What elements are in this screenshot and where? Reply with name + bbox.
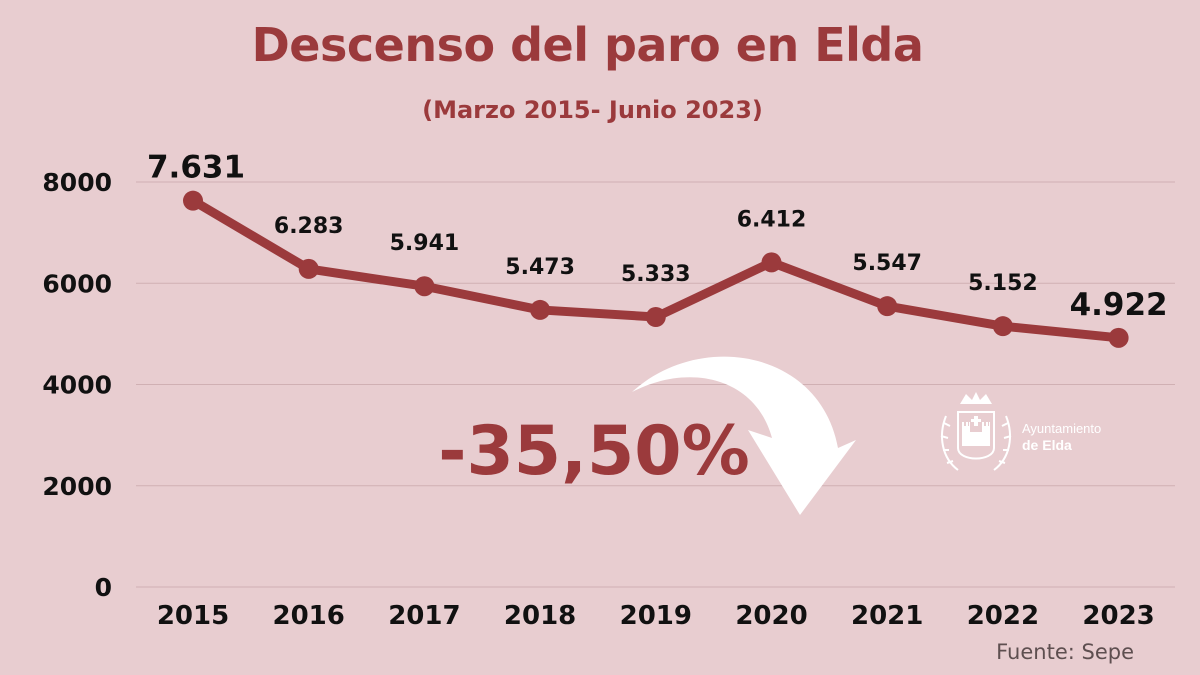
- logo-text: Ayuntamiento de Elda: [1022, 421, 1102, 453]
- coat-of-arms-icon: [940, 392, 1012, 471]
- chart-subtitle: (Marzo 2015- Junio 2023): [422, 96, 763, 124]
- x-tick-label: 2022: [967, 601, 1039, 631]
- y-tick-label: 6000: [42, 269, 112, 298]
- chart-title: Descenso del paro en Elda: [251, 18, 924, 72]
- x-tick-label: 2023: [1082, 601, 1154, 631]
- data-label: 6.283: [274, 214, 344, 239]
- x-tick-label: 2021: [851, 601, 923, 631]
- data-point: [1108, 327, 1129, 348]
- logo-line-2: de Elda: [1022, 436, 1072, 453]
- x-axis-tick-labels: 2015 2016 2017 2018 2019 2020 2021 2022 2023: [157, 601, 1155, 631]
- y-axis-tick-labels: 0 2000 4000 6000 8000: [42, 168, 112, 602]
- x-tick-label: 2015: [157, 601, 229, 631]
- data-label: 5.473: [505, 255, 575, 280]
- down-arrow-icon: [632, 356, 856, 515]
- data-point: [530, 299, 551, 320]
- x-tick-label: 2018: [504, 601, 576, 631]
- logo: Ayuntamiento de Elda: [936, 386, 1126, 478]
- data-point: [992, 316, 1013, 337]
- logo-line-1: Ayuntamiento: [1022, 421, 1102, 436]
- x-tick-label: 2017: [388, 601, 460, 631]
- data-label: 4.922: [1070, 287, 1168, 323]
- series-unemployment: [183, 190, 1129, 348]
- x-tick-label: 2020: [735, 601, 807, 631]
- source-note: Fuente: Sepe: [996, 640, 1134, 664]
- data-point: [877, 296, 898, 317]
- data-label: 7.631: [147, 150, 245, 186]
- data-label: 5.547: [852, 251, 922, 276]
- x-tick-label: 2016: [273, 601, 345, 631]
- data-label: 5.152: [968, 271, 1038, 296]
- data-point: [761, 252, 782, 273]
- y-tick-label: 2000: [42, 472, 112, 501]
- y-tick-label: 8000: [42, 168, 112, 197]
- data-label: 5.941: [390, 231, 460, 256]
- data-point: [298, 258, 319, 279]
- data-point: [183, 190, 203, 211]
- y-tick-label: 4000: [42, 371, 112, 400]
- data-labels: 7.631 6.283 5.941 5.473 5.333 6.412 5.547 5.152…: [147, 150, 1168, 323]
- y-tick-label: 0: [95, 573, 112, 602]
- x-tick-label: 2019: [620, 601, 692, 631]
- data-label: 6.412: [737, 207, 807, 232]
- gridlines: [136, 181, 1175, 588]
- data-label: 5.333: [621, 262, 691, 287]
- percent-change-annotation: -35,50%: [438, 412, 749, 491]
- data-point: [414, 276, 435, 297]
- data-point: [645, 307, 666, 328]
